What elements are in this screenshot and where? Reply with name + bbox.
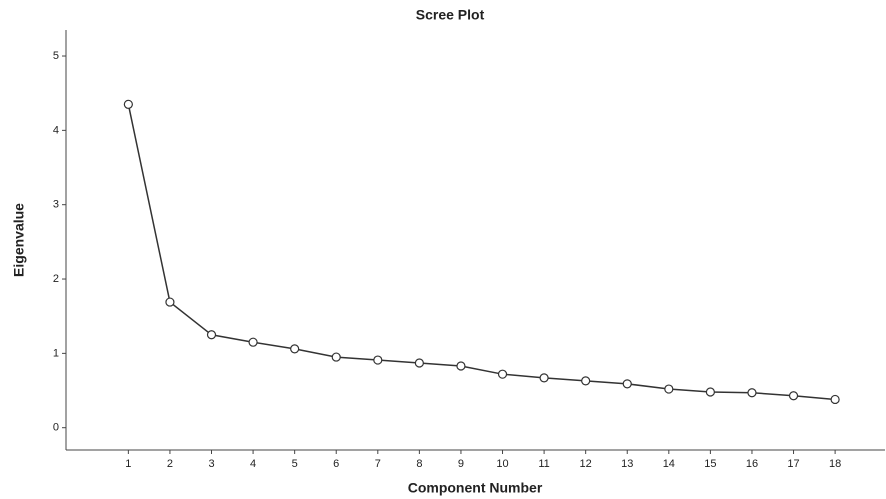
series-line: [127, 104, 836, 401]
chart-title: Scree Plot: [416, 7, 485, 23]
point: [581, 376, 591, 386]
x-tick-label: 5: [292, 458, 298, 470]
x-tick-label: 10: [496, 458, 508, 470]
x-tick-label: 11: [538, 458, 549, 470]
y-axis-title: Eigenvalue: [11, 203, 27, 277]
x-tick-label: 14: [663, 458, 675, 470]
x-tick-label: 18: [829, 458, 841, 470]
point: [705, 387, 715, 397]
x-tick-label: 2: [167, 458, 173, 470]
x-axis-title: Component Number: [408, 480, 543, 496]
point: [622, 379, 632, 389]
y-tick-label: 1: [53, 347, 59, 359]
point: [414, 358, 424, 368]
y-tick-label: 3: [53, 199, 59, 211]
x-tick-label: 8: [416, 458, 422, 470]
x-tick-label: 6: [333, 458, 339, 470]
x-tick-label: 4: [250, 458, 256, 470]
x-tick-label: 13: [621, 458, 633, 470]
y-tick-label: 5: [53, 50, 59, 62]
point: [290, 344, 300, 354]
point: [664, 384, 674, 394]
y-tick-label: 2: [53, 273, 59, 285]
x-tick-label: 17: [787, 458, 799, 470]
x-tick-label: 16: [746, 458, 758, 470]
point: [830, 394, 840, 405]
point: [497, 369, 508, 379]
x-tick-label: 3: [208, 458, 214, 470]
x-tick-label: 1: [125, 458, 131, 470]
y-tick-label: 0: [53, 422, 59, 434]
point: [248, 337, 258, 347]
point: [331, 352, 341, 362]
point: [747, 388, 757, 398]
point: [373, 355, 383, 365]
x-tick-label: 12: [580, 458, 592, 470]
x-tick-label: 15: [704, 458, 716, 470]
point: [788, 391, 799, 401]
point: [165, 297, 175, 307]
x-tick-label: 7: [375, 458, 381, 470]
point: [206, 330, 217, 340]
point: [456, 361, 466, 371]
x-tick-label: 9: [458, 458, 464, 470]
point: [123, 99, 133, 109]
point: [539, 373, 549, 383]
y-tick-label: 4: [53, 124, 59, 136]
